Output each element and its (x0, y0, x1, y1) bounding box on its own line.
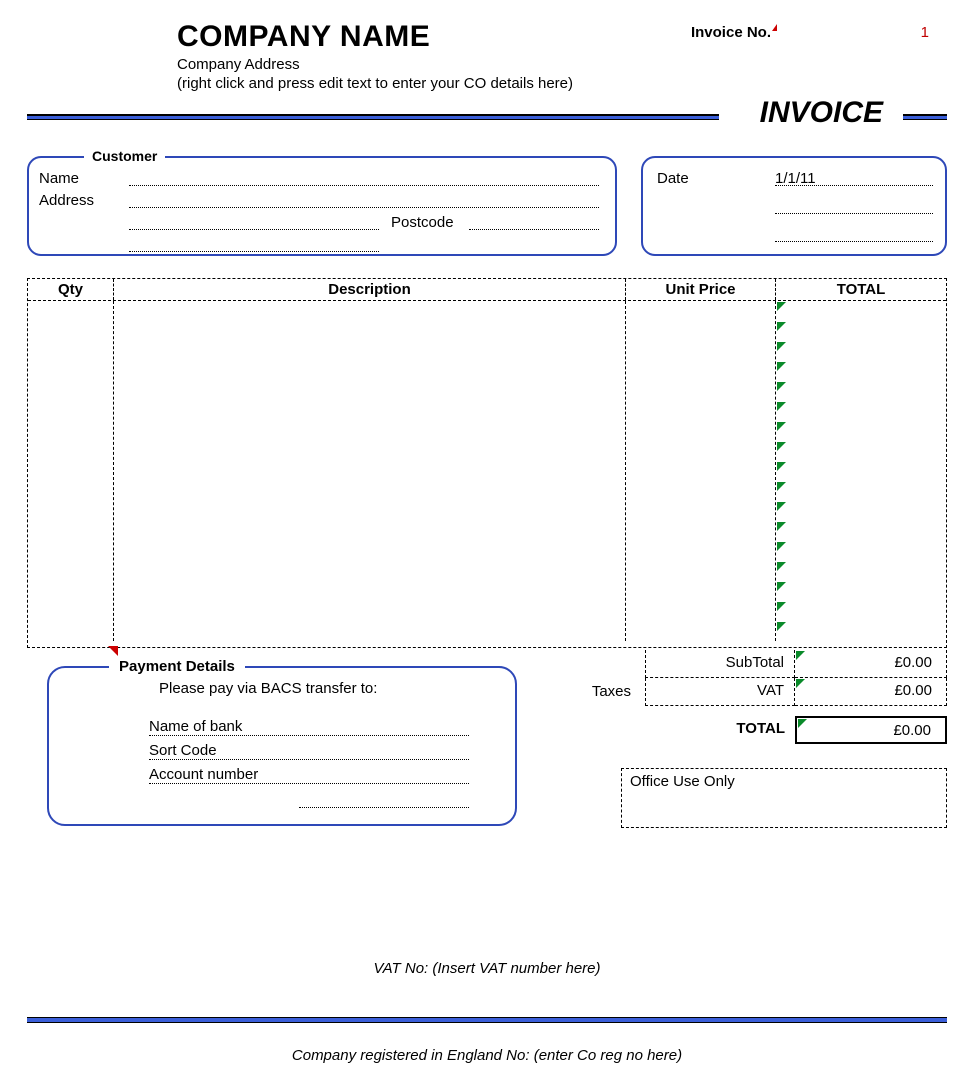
sort-field[interactable] (149, 744, 469, 760)
invoice-no-label: Invoice No. (691, 24, 777, 41)
error-marker-icon (777, 362, 786, 371)
company-reg-line: Company registered in England No: (enter… (27, 1047, 947, 1064)
date-label: Date (657, 170, 689, 187)
customer-legend: Customer (84, 148, 165, 164)
error-marker-icon (777, 502, 786, 511)
col-desc: Description (114, 279, 626, 300)
error-marker-icon (777, 582, 786, 591)
error-marker-icon (777, 522, 786, 531)
error-marker-icon (777, 482, 786, 491)
customer-postcode-field[interactable] (469, 214, 599, 230)
error-marker-icon (777, 302, 786, 311)
col-total: TOTAL (776, 279, 946, 300)
company-address-2: (right click and press edit text to ente… (177, 75, 947, 92)
total-label: TOTAL (645, 716, 795, 744)
invoice-no-value: 1 (921, 24, 929, 41)
subtotal-label: SubTotal (645, 650, 795, 678)
error-marker-icon (777, 542, 786, 551)
company-address-1: Company Address (177, 56, 947, 73)
customer-name-field[interactable] (129, 170, 599, 186)
error-marker-icon (777, 342, 786, 351)
bank-field[interactable] (149, 720, 469, 736)
subtotal-value: £0.00 (795, 650, 947, 678)
title-rule: INVOICE (27, 110, 947, 128)
acct-field[interactable] (149, 768, 469, 784)
date-field[interactable] (775, 170, 933, 186)
qty-column-body[interactable] (28, 301, 114, 641)
payment-extra-field[interactable] (299, 792, 469, 808)
col-unit: Unit Price (626, 279, 776, 300)
office-use-label: Office Use Only (630, 773, 735, 790)
customer-postcode-label: Postcode (391, 214, 454, 231)
payment-box: Payment Details Please pay via BACS tran… (47, 666, 517, 826)
vat-number-line: VAT No: (Insert VAT number here) (27, 960, 947, 977)
customer-address-field[interactable] (129, 192, 599, 208)
error-marker-icon (777, 322, 786, 331)
error-marker-icon (777, 462, 786, 471)
error-marker-icon (777, 382, 786, 391)
customer-name-label: Name (39, 170, 79, 187)
date-field-2[interactable] (775, 198, 933, 214)
payment-instruction: Please pay via BACS transfer to: (159, 680, 377, 697)
error-marker-icon (777, 402, 786, 411)
company-name: COMPANY NAME (177, 20, 947, 54)
comment-marker-icon (772, 24, 777, 31)
date-box: Date 1/1/11 (641, 156, 947, 256)
error-marker-icon (777, 562, 786, 571)
office-use-box: Office Use Only (621, 768, 947, 828)
customer-address-field-2[interactable] (129, 214, 379, 230)
error-marker-icon (777, 422, 786, 431)
payment-legend: Payment Details (109, 658, 245, 675)
customer-address-field-3[interactable] (129, 236, 379, 252)
unit-column-body[interactable] (626, 301, 776, 641)
footer-rule (27, 1017, 947, 1027)
error-marker-icon (777, 442, 786, 451)
items-header-row: Qty Description Unit Price TOTAL (28, 279, 946, 301)
error-marker-icon (777, 602, 786, 611)
date-field-3[interactable] (775, 226, 933, 242)
invoice-title: INVOICE (754, 96, 889, 130)
header: COMPANY NAME Company Address (right clic… (27, 20, 947, 92)
error-marker-icon (777, 622, 786, 631)
vat-value: £0.00 (795, 678, 947, 706)
col-qty: Qty (28, 279, 114, 300)
total-value: £0.00 (795, 716, 947, 744)
taxes-label: Taxes (592, 683, 631, 700)
customer-address-label: Address (39, 192, 94, 209)
vat-label: VAT (645, 678, 795, 706)
desc-column-body[interactable] (114, 301, 626, 641)
customer-box: Customer Name Address Postcode (27, 156, 617, 256)
total-column-body[interactable] (776, 301, 946, 641)
items-table: Qty Description Unit Price TOTAL (27, 278, 947, 648)
